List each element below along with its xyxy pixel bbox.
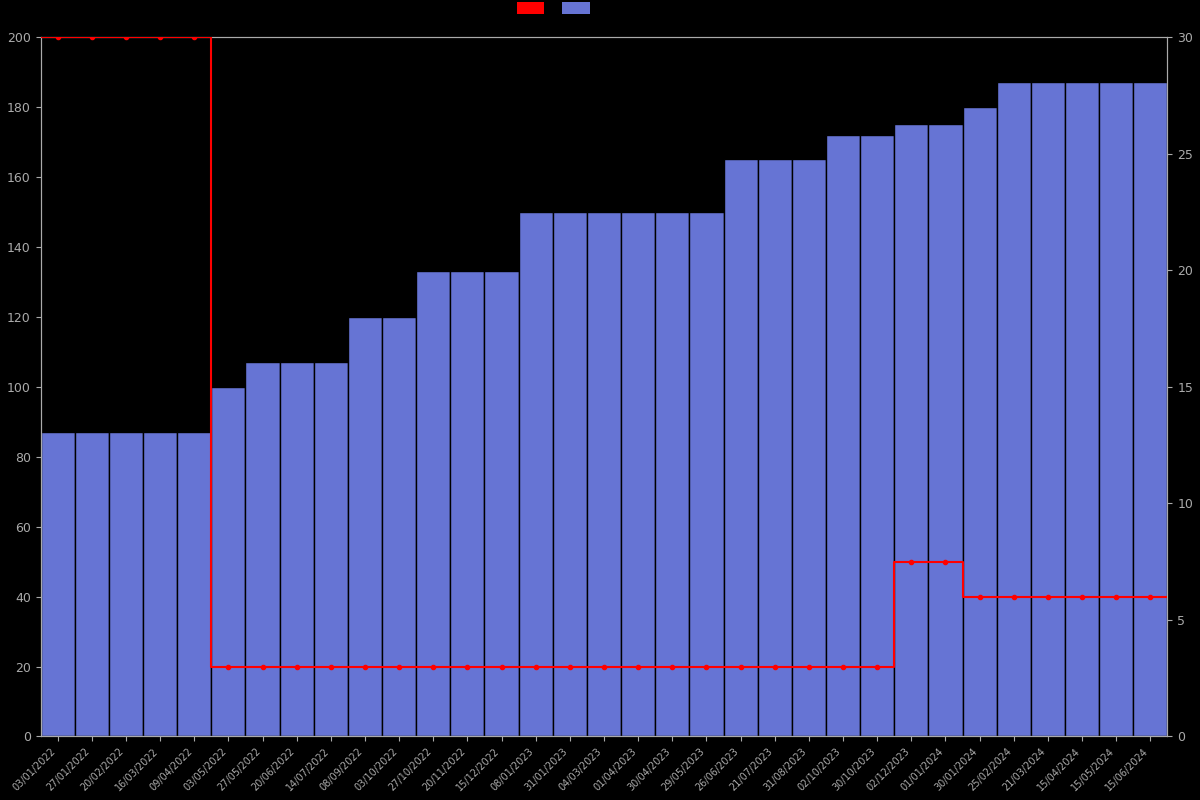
Bar (246, 362, 280, 737)
Bar (280, 362, 313, 737)
Bar (1133, 82, 1168, 737)
Bar (74, 432, 109, 737)
Bar (792, 159, 826, 737)
Bar (929, 125, 962, 737)
Bar (1031, 82, 1066, 737)
Bar (553, 212, 587, 737)
Bar (382, 317, 416, 737)
Bar (997, 82, 1031, 737)
Bar (41, 432, 74, 737)
Bar (724, 159, 757, 737)
Bar (962, 107, 997, 737)
Legend: , : , (516, 2, 601, 16)
Bar (1099, 82, 1133, 737)
Bar (416, 271, 450, 737)
Bar (485, 271, 518, 737)
Bar (518, 212, 553, 737)
Bar (894, 125, 929, 737)
Bar (622, 212, 655, 737)
Bar (109, 432, 143, 737)
Bar (1066, 82, 1099, 737)
Bar (757, 159, 792, 737)
Bar (826, 135, 860, 737)
Bar (689, 212, 724, 737)
Bar (860, 135, 894, 737)
Bar (143, 432, 178, 737)
Bar (450, 271, 485, 737)
Bar (655, 212, 689, 737)
Bar (211, 386, 246, 737)
Bar (348, 317, 382, 737)
Bar (313, 362, 348, 737)
Bar (587, 212, 622, 737)
Bar (178, 432, 211, 737)
